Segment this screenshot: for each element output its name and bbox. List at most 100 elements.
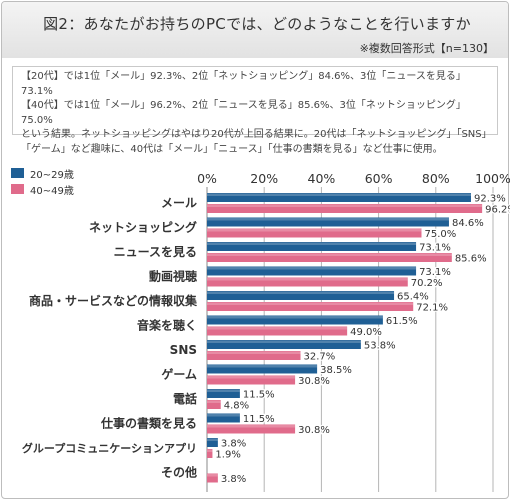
category-label: 電話 <box>173 391 197 406</box>
bar-highlight <box>207 365 318 368</box>
value-label: 92.3% <box>474 194 506 205</box>
chart-legend: 20~29歳 40~49歳 <box>11 165 74 197</box>
value-label: 84.6% <box>452 218 484 229</box>
value-label: 4.8% <box>224 401 249 412</box>
bar <box>207 228 422 238</box>
bar-highlight <box>207 302 414 305</box>
bar <box>207 326 348 336</box>
bar-highlight <box>207 351 301 354</box>
summary-line: 「ゲーム」など趣味に、40代は「メール」「ニュース」「仕事の書類を見る」など仕事… <box>21 143 443 155</box>
value-label: 1.9% <box>215 450 240 461</box>
value-label: 11.5% <box>243 414 275 425</box>
bar-highlight <box>207 449 213 452</box>
category-label: 仕事の書類を見る <box>100 416 197 431</box>
category-label: ネットショッピング <box>89 220 197 235</box>
legend-label-20s: 20~29歳 <box>30 169 74 181</box>
value-label: 72.1% <box>416 303 448 314</box>
value-label: 30.8% <box>298 425 330 436</box>
bar-highlight <box>207 376 296 379</box>
summary-line: 【20代】では1位「メール」92.3%、2位「ネットショッピング」84.6%、3… <box>21 71 466 97</box>
category-label: ニュースを見る <box>114 244 197 259</box>
x-tick-label: 20% <box>250 171 278 186</box>
bar <box>207 438 218 447</box>
summary-line: 【40代】では1位「メール」96.2%、2位「ニュースを見る」85.6%、3位「… <box>21 100 466 126</box>
bar <box>207 364 318 374</box>
summary-line: という結果。ネットショッピングはやはり20代が上回る結果に。20代は「ネットショ… <box>21 129 492 140</box>
x-tick-label: 0% <box>197 171 217 186</box>
bar-highlight <box>207 389 240 392</box>
value-label: 53.8% <box>364 341 396 352</box>
bar <box>207 473 218 483</box>
bar-highlight <box>207 278 408 281</box>
bar-highlight <box>207 242 417 245</box>
bar <box>207 375 296 385</box>
category-label: 商品・サービスなどの情報収集 <box>29 293 198 308</box>
bar-highlight <box>207 218 449 221</box>
category-label: 動画視聴 <box>149 269 197 284</box>
summary-box: 【20代】では1位「メール」92.3%、2位「ネットショッピング」84.6%、3… <box>12 66 498 155</box>
bar-highlight <box>207 340 361 343</box>
bar-highlight <box>207 267 417 270</box>
x-tick-label: 100% <box>475 171 510 186</box>
bar <box>207 217 449 227</box>
legend-item-40s: 40~49歳 <box>11 181 74 197</box>
category-label: ゲーム <box>161 367 197 382</box>
bar <box>207 449 213 458</box>
bar-highlight <box>207 474 218 477</box>
chart-header: 図2：あなたがお持ちのPCでは、どのようなことを行いますか ※複数回答形式【n=… <box>2 2 508 58</box>
bar-highlight <box>207 253 452 256</box>
value-label: 73.1% <box>419 267 451 278</box>
bar-highlight <box>207 425 296 428</box>
bar <box>207 277 408 287</box>
bar <box>207 351 301 360</box>
bar <box>207 242 417 251</box>
x-tick-label: 60% <box>365 171 393 186</box>
bar <box>207 266 417 276</box>
value-label: 38.5% <box>320 365 352 376</box>
bar-highlight <box>207 316 383 319</box>
value-label: 75.0% <box>425 229 457 240</box>
category-label: その他 <box>161 465 197 480</box>
category-label: 音楽を聴く <box>137 318 197 333</box>
bar <box>207 315 383 325</box>
value-label: 61.5% <box>386 316 418 327</box>
value-label: 85.6% <box>455 254 487 265</box>
legend-label-40s: 40~49歳 <box>30 185 74 197</box>
legend-item-20s: 20~29歳 <box>11 165 74 181</box>
bar <box>207 389 240 398</box>
legend-swatch-20s <box>11 168 24 178</box>
bar-highlight <box>207 193 471 196</box>
value-label: 70.2% <box>411 278 443 289</box>
category-label: グループコミュニケーションアプリ <box>22 441 197 455</box>
bar-highlight <box>207 204 483 207</box>
bar-highlight <box>207 438 218 441</box>
value-label: 3.8% <box>221 439 246 450</box>
bar-highlight <box>207 414 240 417</box>
bar <box>207 400 221 409</box>
bar <box>207 413 240 423</box>
value-label: 30.8% <box>298 376 330 387</box>
bar-highlight <box>207 229 422 232</box>
bar <box>207 204 483 213</box>
category-label: メール <box>161 196 197 210</box>
legend-swatch-40s <box>11 184 24 194</box>
bar-highlight <box>207 291 395 294</box>
value-label: 96.2% <box>485 205 510 216</box>
bar-highlight <box>207 400 221 403</box>
sample-size-note: ※複数回答形式【n=130】 <box>359 42 494 55</box>
value-label: 65.4% <box>397 292 429 303</box>
value-label: 73.1% <box>419 243 451 254</box>
category-label: SNS <box>170 343 197 357</box>
x-tick-label: 80% <box>422 171 450 186</box>
value-label: 49.0% <box>350 327 382 338</box>
bar <box>207 291 395 300</box>
value-label: 11.5% <box>243 390 275 401</box>
value-label: 3.8% <box>221 474 246 485</box>
bar <box>207 302 414 311</box>
bar <box>207 424 296 434</box>
bar-highlight <box>207 327 348 330</box>
bar <box>207 193 471 202</box>
value-label: 32.7% <box>304 352 336 363</box>
bar <box>207 340 361 349</box>
